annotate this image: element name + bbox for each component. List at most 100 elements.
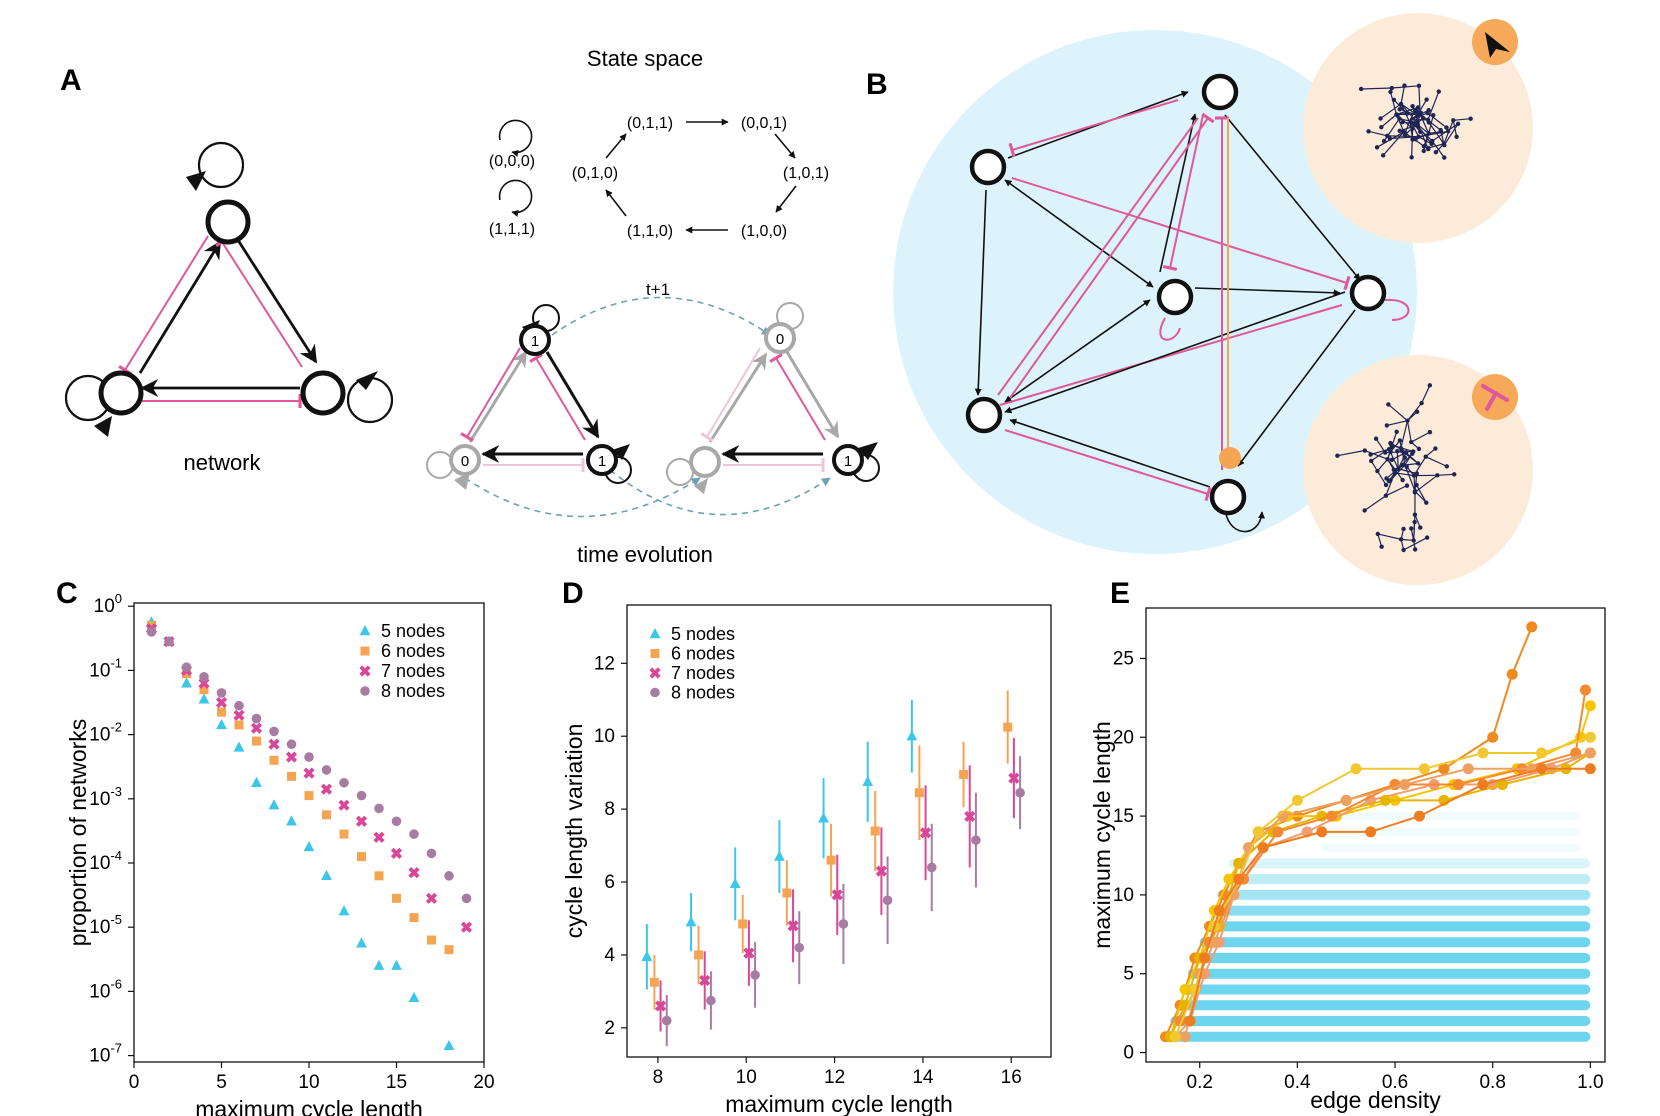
data-point (251, 776, 262, 787)
b-node-lower-left (965, 396, 1003, 434)
trajectory-point (1179, 983, 1191, 995)
edge-t1-left-top (708, 352, 768, 443)
edge-top-to-right (234, 236, 318, 364)
data-point (426, 848, 437, 859)
self-inhibit-center (1159, 317, 1181, 341)
tree-node (1400, 477, 1405, 483)
node-t1-top (764, 322, 796, 354)
y-axis-label: cycle length variation (561, 724, 587, 939)
tree-node (1384, 423, 1390, 428)
y-tick-label: 10-7 (89, 1041, 122, 1067)
data-point (782, 888, 792, 898)
x-tick-label: 0 (129, 1072, 140, 1093)
state-space-title: State space (587, 46, 703, 71)
tree-edge (1380, 103, 1402, 119)
network-caption: network (183, 450, 261, 475)
tree-edge (1390, 442, 1407, 453)
transition-001-101 (774, 133, 796, 159)
density-row (1176, 1000, 1591, 1011)
tree-edge (1380, 113, 1397, 128)
data-point (182, 669, 191, 679)
tree-edge (1385, 485, 1408, 497)
tree-edge (1389, 136, 1419, 140)
panel-b-edges (974, 90, 1410, 533)
edge-b-2 (1008, 99, 1179, 158)
data-point (831, 889, 843, 901)
tree-edge (1414, 514, 1421, 528)
density-row (1223, 874, 1591, 885)
tree-edge (1364, 495, 1387, 511)
trajectory-point (1462, 763, 1474, 775)
trajectory-point (1438, 763, 1450, 775)
data-point (743, 947, 755, 959)
tree-edge (1370, 448, 1390, 456)
trajectory-point (1213, 905, 1225, 917)
x-axis-label: maximum cycle length (725, 1091, 953, 1116)
panel-e-label: E (1110, 577, 1130, 610)
tree-node (1386, 402, 1391, 407)
x-tick-label: 16 (1001, 1067, 1022, 1088)
panel-d-label: D (562, 577, 584, 610)
legend-marker (359, 625, 371, 636)
edge-b-11 (997, 117, 1199, 396)
panel-d: D 8 10 12 14 16 2 4 6 8 10 12 maximum cycle length c… (561, 577, 1052, 1116)
tree-node (1427, 383, 1433, 388)
tree-node (1402, 455, 1408, 460)
data-point (373, 831, 385, 843)
self-inhibit-right (1384, 298, 1410, 321)
data-point (773, 850, 785, 861)
data-point (198, 693, 210, 704)
tree-node (1409, 155, 1414, 160)
node-t-top (519, 324, 551, 356)
x-tick-label: 0.4 (1284, 1072, 1311, 1093)
tree-edge (1376, 131, 1404, 148)
tree-edge (1406, 420, 1412, 443)
y-tick-label: 20 (1113, 727, 1134, 748)
tree-edge (1409, 109, 1429, 121)
data-point (959, 770, 969, 779)
panel-a: A network State space (0,0,0) (1 (60, 46, 880, 567)
data-point (926, 862, 937, 873)
fixed-loop-111 (498, 179, 533, 217)
tree-node (1381, 138, 1387, 144)
y-tick-label: 10-4 (89, 848, 122, 874)
tree-edge (1421, 385, 1431, 404)
trajectory-point (1169, 1031, 1181, 1043)
density-row-faint (1321, 827, 1581, 836)
b-node-left (969, 148, 1007, 186)
tree-node (1424, 97, 1429, 102)
data-point (216, 688, 227, 698)
self-loop-top (197, 141, 245, 189)
tree-node (1424, 500, 1429, 505)
tree-node (1400, 119, 1405, 125)
trajectory-point (1536, 763, 1548, 775)
trajectory-point (1233, 873, 1245, 885)
trajectory-point (1399, 779, 1411, 791)
data-point (252, 736, 261, 746)
tree-node (1373, 436, 1379, 441)
legend-label: 5 nodes (381, 621, 445, 641)
tree-node (1468, 116, 1473, 121)
tree-node (1418, 525, 1423, 530)
data-point (339, 777, 349, 788)
tree-edge (1423, 133, 1430, 152)
edge-t1-top-inhibit (700, 347, 761, 442)
data-point (729, 877, 741, 889)
tree-node (1410, 451, 1415, 456)
edge-b-18 (1009, 418, 1211, 488)
panel-e: E 0.2 0.4 0.6 0.8 1.0 0 5 10 15 20 25 edge density m… (1089, 577, 1606, 1113)
data-point (390, 847, 403, 859)
tree-edge (1425, 456, 1448, 467)
tree-node (1388, 449, 1393, 455)
tree-node (1414, 482, 1419, 488)
trajectory-point (1584, 700, 1596, 712)
data-point (303, 767, 315, 779)
trajectory-point (1526, 621, 1538, 633)
trajectory-point (1477, 779, 1489, 791)
data-point (838, 919, 849, 929)
edge-b-15 (1237, 309, 1356, 467)
tree-node (1410, 104, 1415, 109)
trajectory-point (1316, 826, 1328, 838)
tree-node (1412, 519, 1417, 525)
data-point (750, 970, 760, 980)
